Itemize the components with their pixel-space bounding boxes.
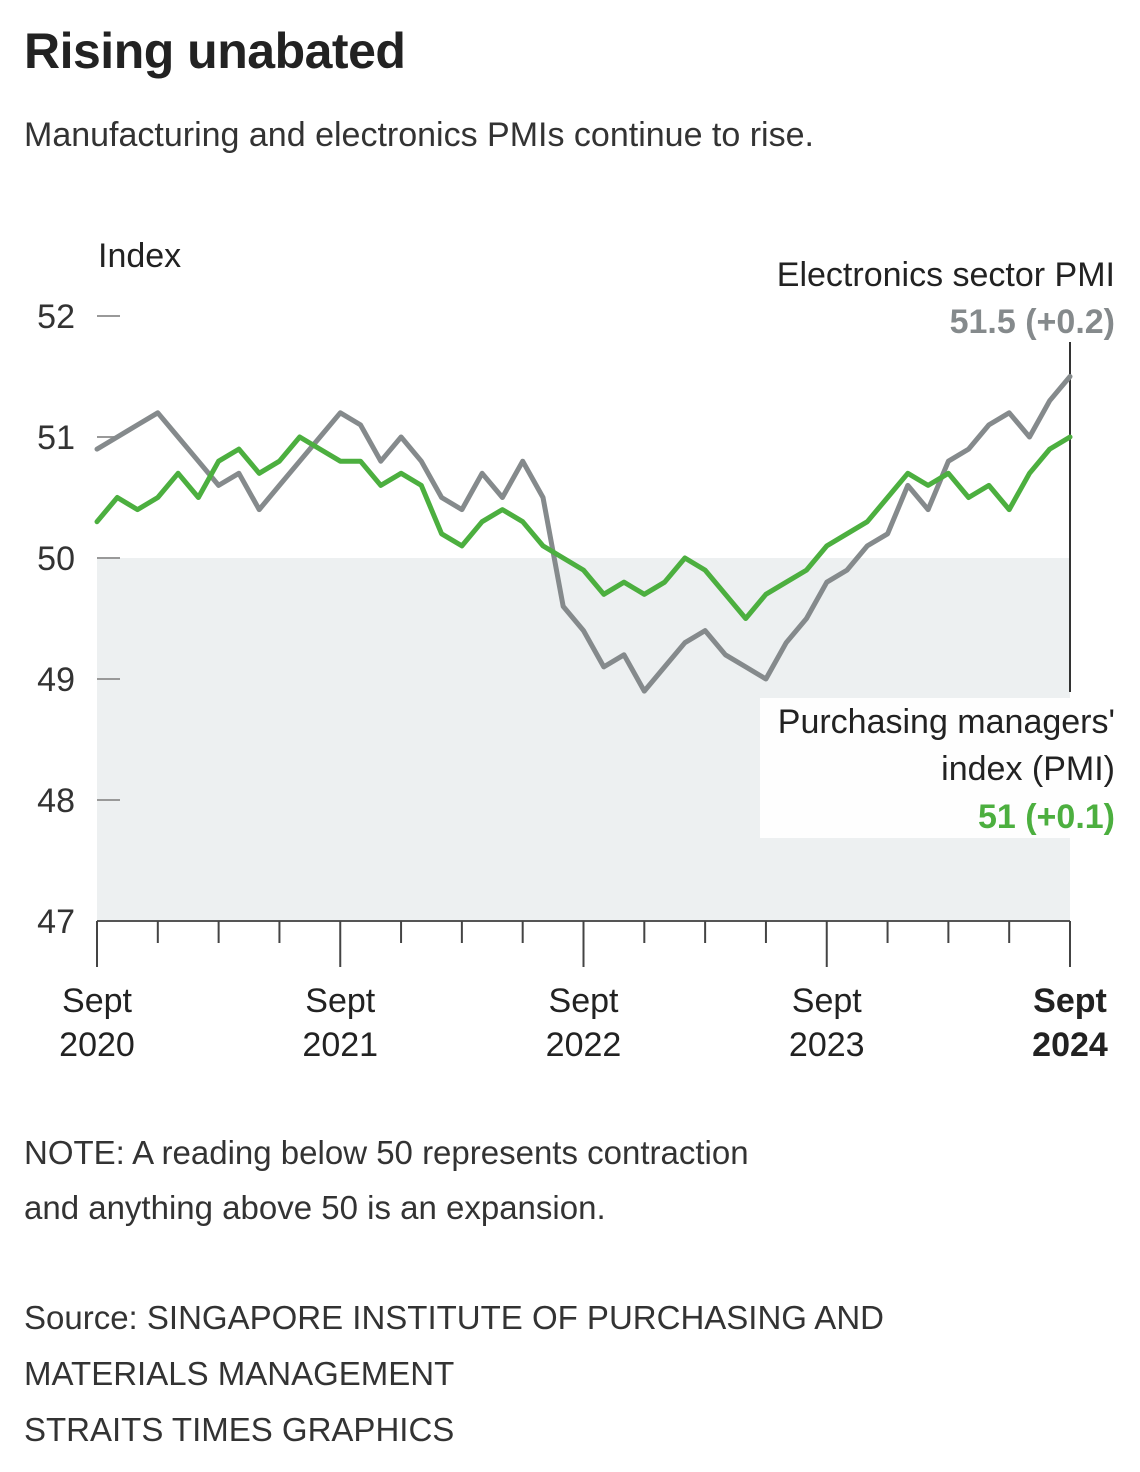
note-line: and anything above 50 is an expansion. <box>24 1189 606 1226</box>
electronics-series-label: Electronics sector PMI <box>777 256 1115 294</box>
note-line: NOTE: A reading below 50 represents cont… <box>24 1134 749 1171</box>
y-tick-label: 49 <box>37 661 75 699</box>
x-tick-label-month: Sept <box>305 982 375 1020</box>
electronics-pmi-line <box>94 374 1073 694</box>
pmi-series-label: Purchasing managers' <box>778 703 1115 741</box>
pmi-value-label: 51 (+0.1) <box>978 798 1115 836</box>
line-chart: Index 47 48 49 50 51 52 Sept 2020 Sept 2021 Sept 20… <box>37 237 1122 1064</box>
chart-title: Rising unabated <box>24 23 406 79</box>
x-tick-label-year: 2021 <box>302 1026 378 1064</box>
credit-line: STRAITS TIMES GRAPHICS <box>24 1411 455 1448</box>
x-tick-label-month: Sept <box>1033 982 1107 1020</box>
x-tick-label-month: Sept <box>549 982 619 1020</box>
chart-source: Source: SINGAPORE INSTITUTE OF PURCHASIN… <box>24 1290 884 1458</box>
x-tick-label-month: Sept <box>792 982 862 1020</box>
x-tick-label-year: 2020 <box>59 1026 135 1064</box>
label-background <box>760 698 1122 838</box>
x-tick-label-month: Sept <box>62 982 132 1020</box>
pmi-line <box>94 434 1073 621</box>
x-tick-label-year: 2024 <box>1032 1026 1108 1064</box>
y-tick-label: 47 <box>37 903 75 941</box>
x-tick-label-year: 2022 <box>546 1026 622 1064</box>
source-line: Source: SINGAPORE INSTITUTE OF PURCHASIN… <box>24 1299 884 1336</box>
electronics-value-label: 51.5 (+0.2) <box>950 303 1115 341</box>
y-tick-label: 48 <box>37 782 75 820</box>
x-tick-label-year: 2023 <box>789 1026 865 1064</box>
pmi-series-label: index (PMI) <box>941 750 1115 788</box>
chart-note: NOTE: A reading below 50 represents cont… <box>24 1125 749 1235</box>
y-tick-label: 52 <box>37 298 75 336</box>
source-line: MATERIALS MANAGEMENT <box>24 1355 455 1392</box>
y-axis-label: Index <box>98 237 181 275</box>
chart-subtitle: Manufacturing and electronics PMIs conti… <box>24 116 814 154</box>
y-tick-label: 50 <box>37 540 75 578</box>
y-tick-label: 51 <box>37 419 75 457</box>
